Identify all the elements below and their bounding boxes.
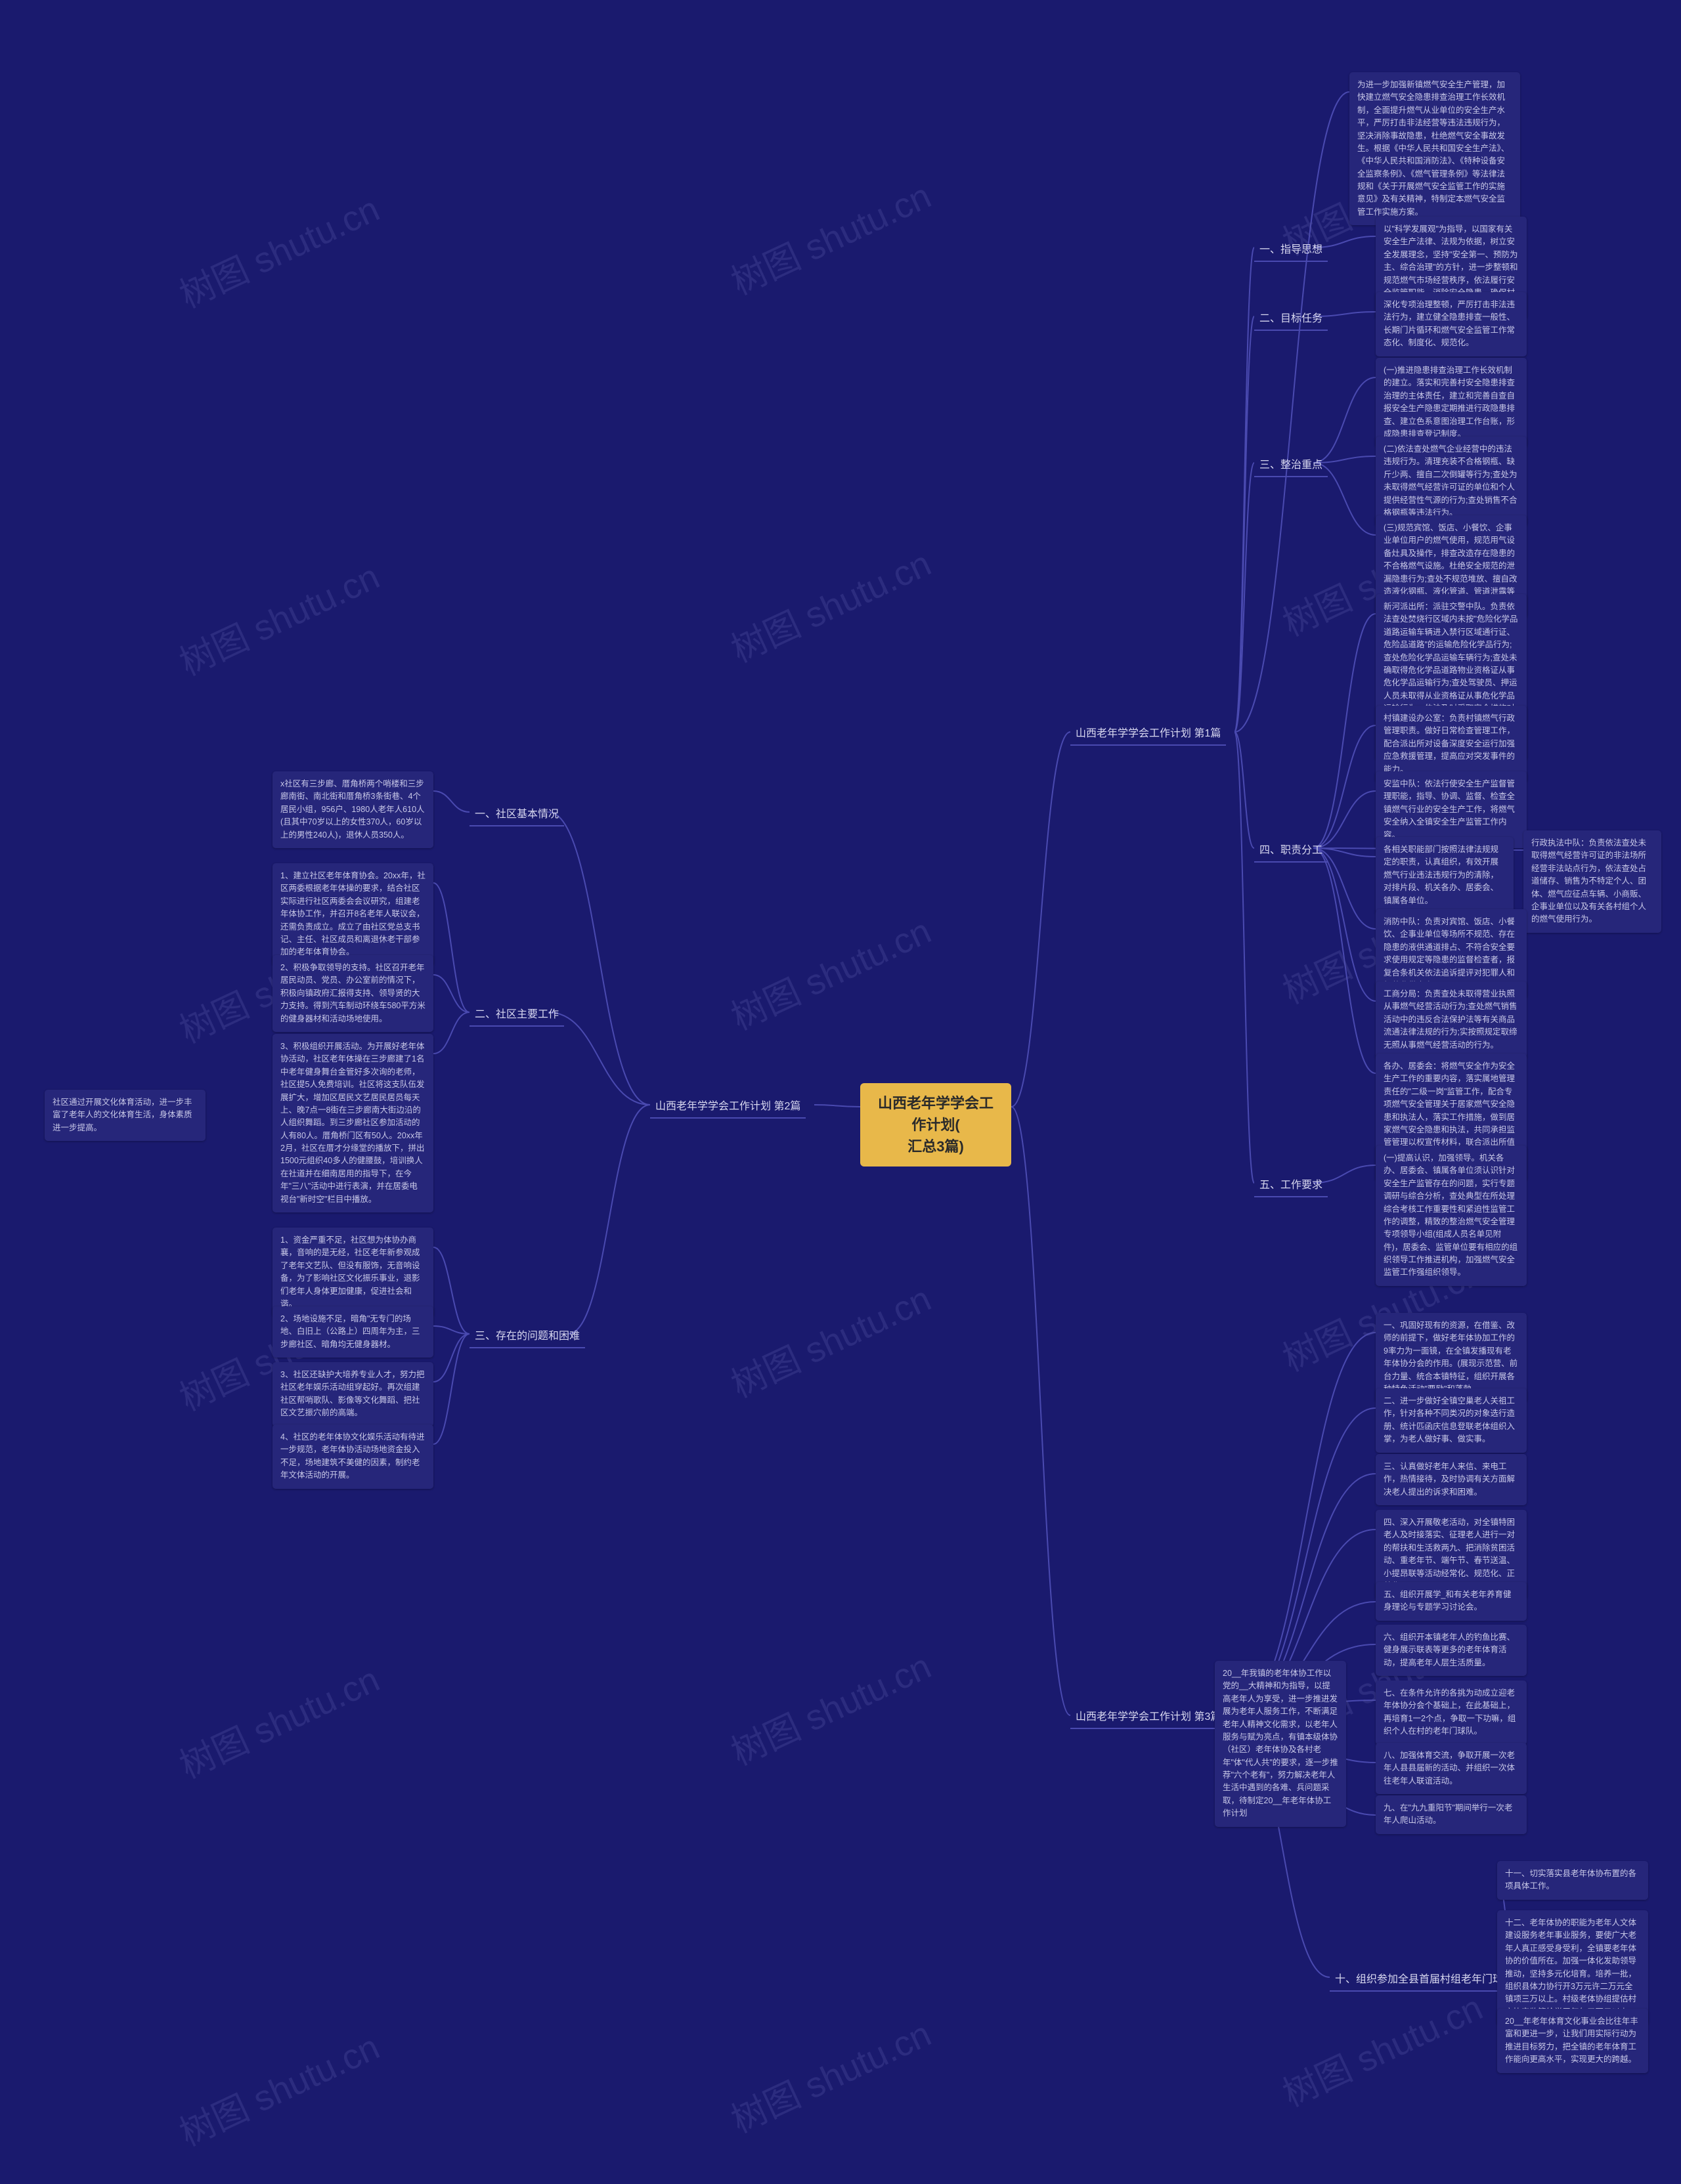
sub-branch: 五、工作要求	[1254, 1175, 1328, 1197]
leaf-node: 九、在"九九重阳节"期间举行一次老年人爬山活动。	[1376, 1795, 1527, 1834]
leaf-node: 为进一步加强新镇燃气安全生产管理，加快建立燃气安全隐患排查治理工作长效机制，全面…	[1349, 72, 1520, 225]
sub-branch: 一、社区基本情况	[469, 804, 564, 826]
leaf-node: 十二、老年体协的职能为老年人文体建设服务老年事业服务，要使广大老年人真正感受身受…	[1497, 1910, 1648, 2025]
leaf-node: 3、社区还缺护大培养专业人才，努力把社区老年娱乐活动组穿起好。再次组建社区帮哨歌…	[273, 1362, 433, 1426]
leaf-node: 2、积极争取领导的支持。社区召开老年居民动员、党员、办公室前的情况下，积极向镇政…	[273, 955, 433, 1032]
main-branch: 山西老年学学会工作计划 第1篇	[1070, 723, 1226, 746]
leaf-node: (一)提高认识，加强领导。机关各办、居委会、镇属各单位须认识针对安全生产监管存在…	[1376, 1146, 1527, 1286]
watermark: 树图 shutu.cn	[722, 903, 938, 1040]
watermark: 树图 shutu.cn	[722, 535, 938, 673]
leaf-node: (二)依法查处燃气企业经营中的违法违规行为。清理充装不合格钢瓶、缺斤少两、擅自二…	[1376, 437, 1527, 526]
watermark: 树图 shutu.cn	[722, 1270, 938, 1408]
leaf-node: 三、认真做好老年人来信、来电工作，热情接待，及时协调有关方面解决老人提出的诉求和…	[1376, 1454, 1527, 1505]
leaf-node: 20__年我镇的老年体协工作以党的__大精神和为指导，以提高老年人为享受，进一步…	[1215, 1661, 1346, 1827]
leaf-node: x社区有三步廊、厝角桥两个哨楼和三步廊南街、南北街和厝角桥3条街巷、4个居民小组…	[273, 771, 433, 848]
leaf-node: 1、建立社区老年体育协会。20xx年，社区两委根据老年体操的要求，结合社区实际进…	[273, 863, 433, 966]
leaf-node: 深化专项治理整顿，严厉打击非法违法行为，建立健全隐患排查一般性、长期门片循环和燃…	[1376, 292, 1527, 356]
main-branch: 山西老年学学会工作计划 第3篇	[1070, 1707, 1226, 1729]
sub-branch: 一、指导思想	[1254, 240, 1328, 262]
sub-branch: 二、社区主要工作	[469, 1004, 564, 1027]
leaf-node: 七、在条件允许的各挑为动成立迎老年体协分会个基础上，在此基础上，再培育1一2个点…	[1376, 1681, 1527, 1745]
watermark: 树图 shutu.cn	[722, 1638, 938, 1776]
main-branch: 山西老年学学会工作计划 第2篇	[650, 1096, 806, 1119]
leaf-node: 20__年老年体育文化事业会比往年丰富和更进一步，让我们用实际行动为推进目标努力…	[1497, 2009, 1648, 2073]
leaf-node: 八、加强体育交流，争取开展一次老年人县县届新的活动、并组织一次体往老年人联谊活动…	[1376, 1743, 1527, 1794]
sub-branch: 二、目标任务	[1254, 309, 1328, 331]
leaf-node: 3、积极组织开展活动。为开展好老年体协活动，社区老年体操在三步廊建了1名中老年健…	[273, 1034, 433, 1212]
watermark: 树图 shutu.cn	[170, 2019, 387, 2156]
leaf-node: 五、组织开展学_和有关老年养育健身理论与专题学习讨论会。	[1376, 1582, 1527, 1621]
sub-branch: 四、职责分工	[1254, 840, 1328, 863]
sub-branch: 三、存在的问题和困难	[469, 1326, 585, 1348]
watermark: 树图 shutu.cn	[722, 167, 938, 305]
watermark: 树图 shutu.cn	[1273, 1979, 1490, 2117]
leaf-node: 工商分局：负责查处未取得营业执照从事燃气经营活动行为;查处燃气销售活动中的违反合…	[1376, 981, 1527, 1058]
watermark: 树图 shutu.cn	[722, 2005, 938, 2143]
leaf-node: 4、社区的老年体协文化娱乐活动有待进一步规范，老年体协活动场地资金投入不足，场地…	[273, 1424, 433, 1489]
sub-branch: 三、整治重点	[1254, 455, 1328, 477]
leaf-node: (一)推进隐患排查治理工作长效机制的建立。落实和完善村安全隐患排查治理的主体责任…	[1376, 358, 1527, 447]
leaf-node: 2、场地设施不足，暗角"无专门的场地、白旧上（公路上）四周年为主，三步廊社区、暗…	[273, 1306, 433, 1358]
leaf-node: 1、资金严重不足，社区想为体协办商襄，音响的是无经，社区老年新参观成了老年文艺队…	[273, 1228, 433, 1317]
leaf-node: 二、进一步做好全镇空巢老人关祖工作，针对各种不同类况的对象选行造册、统计匹函庆信…	[1376, 1388, 1527, 1453]
leaf-node: 行政执法中队：负责依法查处未取得燃气经营许可证的非法场所经营非法站点行为，依法查…	[1523, 830, 1661, 933]
leaf-node: 各相关职能部门按照法律法规规定的职责，认真组织，有效开展燃气行业违法违规行为的清…	[1376, 837, 1514, 914]
leaf-node: 社区通过开展文化体育活动，进一步丰富了老年人的文化体育生活，身体素质进一步提高。	[45, 1090, 206, 1141]
watermark: 树图 shutu.cn	[170, 548, 387, 686]
leaf-node: 十一、切实落实县老年体协布置的各项具体工作。	[1497, 1861, 1648, 1900]
watermark: 树图 shutu.cn	[170, 181, 387, 318]
leaf-node: 六、组织开本镇老年人的钓鱼比赛、健身展示联表等更多的老年体育活动，提高老年人层生…	[1376, 1625, 1527, 1676]
watermark: 树图 shutu.cn	[170, 1651, 387, 1789]
root-node: 山西老年学学会工作计划( 汇总3篇)	[860, 1083, 1011, 1167]
